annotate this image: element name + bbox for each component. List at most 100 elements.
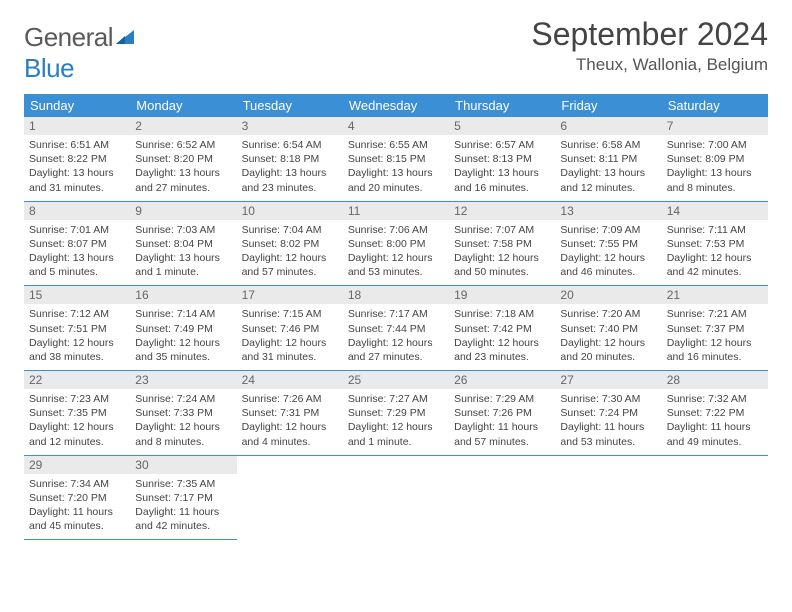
day-details: Sunrise: 7:29 AMSunset: 7:26 PMDaylight:…: [449, 389, 555, 455]
sunset-line: Sunset: 8:20 PM: [135, 152, 231, 166]
calendar-day-cell: 27Sunrise: 7:30 AMSunset: 7:24 PMDayligh…: [555, 371, 661, 456]
sunset-line: Sunset: 8:13 PM: [454, 152, 550, 166]
sunset-line: Sunset: 7:42 PM: [454, 322, 550, 336]
day-number: 27: [555, 371, 661, 389]
day-details: Sunrise: 7:07 AMSunset: 7:58 PMDaylight:…: [449, 220, 555, 286]
day-details: Sunrise: 7:21 AMSunset: 7:37 PMDaylight:…: [662, 304, 768, 370]
day-details: Sunrise: 7:27 AMSunset: 7:29 PMDaylight:…: [343, 389, 449, 455]
calendar-day-cell: 2Sunrise: 6:52 AMSunset: 8:20 PMDaylight…: [130, 117, 236, 201]
weekday-header: Wednesday: [343, 94, 449, 117]
daylight-line: Daylight: 11 hours and 42 minutes.: [135, 505, 231, 533]
daylight-line: Daylight: 13 hours and 12 minutes.: [560, 166, 656, 194]
sunrise-line: Sunrise: 6:55 AM: [348, 138, 444, 152]
day-number: 21: [662, 286, 768, 304]
sunset-line: Sunset: 7:58 PM: [454, 237, 550, 251]
day-details: Sunrise: 6:55 AMSunset: 8:15 PMDaylight:…: [343, 135, 449, 201]
calendar-day-cell: ..: [662, 455, 768, 540]
weekday-header: Thursday: [449, 94, 555, 117]
day-number: 19: [449, 286, 555, 304]
day-number: 8: [24, 202, 130, 220]
sunrise-line: Sunrise: 7:29 AM: [454, 392, 550, 406]
day-number: 20: [555, 286, 661, 304]
day-number: 30: [130, 456, 236, 474]
calendar-day-cell: 23Sunrise: 7:24 AMSunset: 7:33 PMDayligh…: [130, 371, 236, 456]
sunrise-line: Sunrise: 7:01 AM: [29, 223, 125, 237]
sunset-line: Sunset: 7:40 PM: [560, 322, 656, 336]
day-details: Sunrise: 6:51 AMSunset: 8:22 PMDaylight:…: [24, 135, 130, 201]
day-number: 7: [662, 117, 768, 135]
calendar-day-cell: 5Sunrise: 6:57 AMSunset: 8:13 PMDaylight…: [449, 117, 555, 201]
calendar-day-cell: ..: [237, 455, 343, 540]
day-details: Sunrise: 7:00 AMSunset: 8:09 PMDaylight:…: [662, 135, 768, 201]
day-number: 2: [130, 117, 236, 135]
day-details: Sunrise: 7:18 AMSunset: 7:42 PMDaylight:…: [449, 304, 555, 370]
day-number: 10: [237, 202, 343, 220]
sunrise-line: Sunrise: 7:23 AM: [29, 392, 125, 406]
day-details: Sunrise: 7:03 AMSunset: 8:04 PMDaylight:…: [130, 220, 236, 286]
calendar-day-cell: ..: [555, 455, 661, 540]
daylight-line: Daylight: 12 hours and 4 minutes.: [242, 420, 338, 448]
calendar-body: 1Sunrise: 6:51 AMSunset: 8:22 PMDaylight…: [24, 117, 768, 540]
sunrise-line: Sunrise: 7:00 AM: [667, 138, 763, 152]
calendar-day-cell: 4Sunrise: 6:55 AMSunset: 8:15 PMDaylight…: [343, 117, 449, 201]
daylight-line: Daylight: 13 hours and 23 minutes.: [242, 166, 338, 194]
daylight-line: Daylight: 12 hours and 12 minutes.: [29, 420, 125, 448]
header: General Blue September 2024 Theux, Wallo…: [24, 16, 768, 84]
day-details: Sunrise: 7:30 AMSunset: 7:24 PMDaylight:…: [555, 389, 661, 455]
daylight-line: Daylight: 11 hours and 57 minutes.: [454, 420, 550, 448]
sunrise-line: Sunrise: 7:17 AM: [348, 307, 444, 321]
calendar-day-cell: 9Sunrise: 7:03 AMSunset: 8:04 PMDaylight…: [130, 201, 236, 286]
daylight-line: Daylight: 12 hours and 42 minutes.: [667, 251, 763, 279]
calendar-day-cell: ..: [343, 455, 449, 540]
sunrise-line: Sunrise: 7:03 AM: [135, 223, 231, 237]
daylight-line: Daylight: 12 hours and 38 minutes.: [29, 336, 125, 364]
calendar-day-cell: 28Sunrise: 7:32 AMSunset: 7:22 PMDayligh…: [662, 371, 768, 456]
weekday-header: Sunday: [24, 94, 130, 117]
daylight-line: Daylight: 13 hours and 1 minute.: [135, 251, 231, 279]
day-details: Sunrise: 7:32 AMSunset: 7:22 PMDaylight:…: [662, 389, 768, 455]
calendar-day-cell: 20Sunrise: 7:20 AMSunset: 7:40 PMDayligh…: [555, 286, 661, 371]
day-number: 9: [130, 202, 236, 220]
day-number: 11: [343, 202, 449, 220]
sunset-line: Sunset: 7:33 PM: [135, 406, 231, 420]
calendar-day-cell: 22Sunrise: 7:23 AMSunset: 7:35 PMDayligh…: [24, 371, 130, 456]
daylight-line: Daylight: 13 hours and 8 minutes.: [667, 166, 763, 194]
sunset-line: Sunset: 7:24 PM: [560, 406, 656, 420]
sunrise-line: Sunrise: 7:06 AM: [348, 223, 444, 237]
calendar-day-cell: 3Sunrise: 6:54 AMSunset: 8:18 PMDaylight…: [237, 117, 343, 201]
sunset-line: Sunset: 8:07 PM: [29, 237, 125, 251]
sunset-line: Sunset: 8:00 PM: [348, 237, 444, 251]
sunrise-line: Sunrise: 7:30 AM: [560, 392, 656, 406]
daylight-line: Daylight: 13 hours and 20 minutes.: [348, 166, 444, 194]
daylight-line: Daylight: 12 hours and 23 minutes.: [454, 336, 550, 364]
day-details: Sunrise: 7:34 AMSunset: 7:20 PMDaylight:…: [24, 474, 130, 540]
sunrise-line: Sunrise: 7:07 AM: [454, 223, 550, 237]
sunrise-line: Sunrise: 7:15 AM: [242, 307, 338, 321]
sunrise-line: Sunrise: 6:51 AM: [29, 138, 125, 152]
day-details: Sunrise: 7:35 AMSunset: 7:17 PMDaylight:…: [130, 474, 236, 540]
weekday-header: Friday: [555, 94, 661, 117]
sunrise-line: Sunrise: 7:35 AM: [135, 477, 231, 491]
calendar-week-row: 8 Sunrise: 7:01 AMSunset: 8:07 PM Daylight…: [24, 201, 768, 286]
day-details: Sunrise: 7:12 AMSunset: 7:51 PMDaylight:…: [24, 304, 130, 370]
sunrise-line: Sunrise: 7:34 AM: [29, 477, 125, 491]
day-details: Sunrise: 7:17 AMSunset: 7:44 PMDaylight:…: [343, 304, 449, 370]
sunset-line: Sunset: 7:44 PM: [348, 322, 444, 336]
calendar-head: SundayMondayTuesdayWednesdayThursdayFrid…: [24, 94, 768, 117]
calendar-day-cell: 21Sunrise: 7:21 AMSunset: 7:37 PMDayligh…: [662, 286, 768, 371]
day-details: Sunrise: 6:52 AMSunset: 8:20 PMDaylight:…: [130, 135, 236, 201]
sunrise-line: Sunrise: 7:14 AM: [135, 307, 231, 321]
sunrise-line: Sunrise: 7:26 AM: [242, 392, 338, 406]
sunset-line: Sunset: 8:11 PM: [560, 152, 656, 166]
sunrise-line: Sunrise: 7:20 AM: [560, 307, 656, 321]
day-number: 13: [555, 202, 661, 220]
calendar-day-cell: 24Sunrise: 7:26 AMSunset: 7:31 PMDayligh…: [237, 371, 343, 456]
calendar-table: SundayMondayTuesdayWednesdayThursdayFrid…: [24, 94, 768, 540]
daylight-line: Daylight: 11 hours and 45 minutes.: [29, 505, 125, 533]
day-details: Sunrise: 6:54 AMSunset: 8:18 PMDaylight:…: [237, 135, 343, 201]
day-number: 14: [662, 202, 768, 220]
day-details: Sunrise: 7:26 AMSunset: 7:31 PMDaylight:…: [237, 389, 343, 455]
daylight-line: Daylight: 12 hours and 16 minutes.: [667, 336, 763, 364]
day-number: 15: [24, 286, 130, 304]
daylight-line: Daylight: 11 hours and 49 minutes.: [667, 420, 763, 448]
